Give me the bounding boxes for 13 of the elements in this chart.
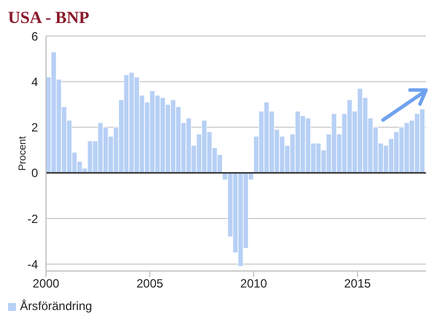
y-tick-label: 6 (31, 29, 38, 44)
x-tick-label: 2005 (136, 276, 164, 291)
y-axis-title: Procent (18, 136, 29, 171)
x-tick-label: 2000 (32, 276, 60, 291)
y-tick-label: 4 (31, 74, 38, 89)
y-tick-label: -4 (27, 257, 38, 272)
y-tick-label: 2 (31, 120, 38, 135)
y-tick-label: -2 (27, 212, 38, 226)
x-tick-label: 2010 (240, 276, 268, 291)
legend-label: Årsförändring (20, 299, 92, 313)
x-tick-label: 2015 (344, 276, 372, 291)
chart-title: USA - BNP (8, 8, 90, 28)
y-tick-label: 0 (31, 166, 38, 180)
